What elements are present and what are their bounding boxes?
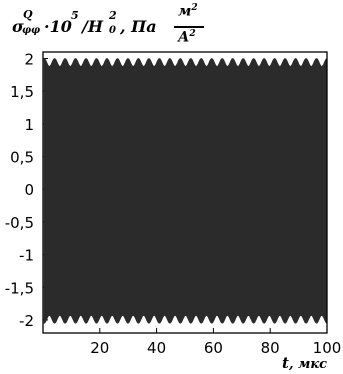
series-layer: [43, 57, 328, 324]
y-tick-label-1: 1,5: [10, 83, 34, 101]
y-tick-label-7: -1,5: [5, 279, 34, 297]
y-tick-label-0: 2: [24, 51, 34, 69]
y-label-fraction-numerator: м2: [178, 3, 198, 20]
x-axis-label: t, мкс: [282, 354, 327, 372]
y-tick-label-2: 1: [24, 116, 34, 134]
y-tick-label-6: -1: [19, 247, 34, 265]
y-tick-label-4: 0: [24, 181, 34, 199]
x-label-unit: , мкс: [288, 357, 327, 372]
x-tick-label-4: 100: [313, 339, 342, 357]
y-label-normalizer: /H 2 0: [82, 9, 117, 36]
y-tick-label-3: 0,5: [10, 149, 34, 167]
x-tick-label-1: 40: [147, 339, 166, 357]
y-label-unit-fraction: м2 А2: [172, 3, 212, 51]
x-tick-label-2: 60: [204, 339, 223, 357]
y-label-unit: , Па: [120, 17, 157, 36]
y-tick-label-8: -2: [19, 312, 34, 330]
plot-frame: [42, 51, 328, 334]
x-tick-label-3: 80: [261, 339, 280, 357]
y-label-fraction-bar: [174, 26, 204, 28]
x-label-variable: t: [282, 354, 289, 372]
series-oscillation-envelope: [43, 57, 328, 324]
y-label-multiplier: ·10 5: [44, 9, 79, 36]
y-label-fraction-denominator: А2: [178, 29, 196, 46]
y-tick-label-5: -0,5: [5, 214, 34, 232]
x-tick-label-0: 20: [90, 339, 109, 357]
tick-label-layer: 2 1,5 1 0,5 0 -0,5 -1 -1,5 -2 20 40 60 80 100: [5, 51, 342, 357]
